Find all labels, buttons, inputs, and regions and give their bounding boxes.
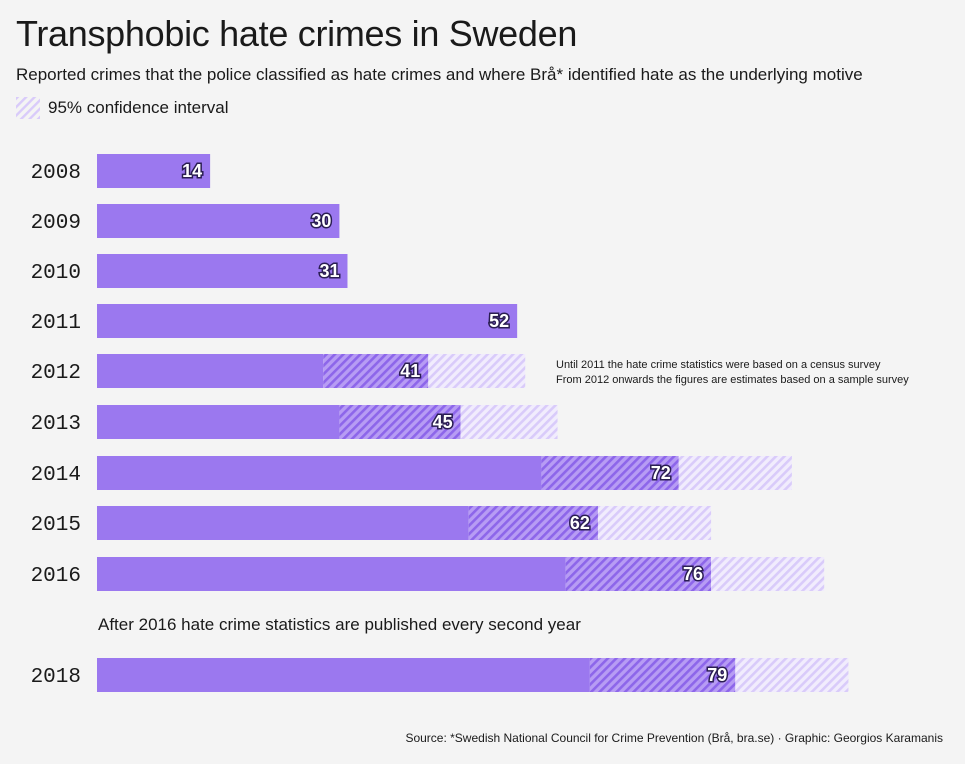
value-label-2016: 76 xyxy=(683,564,703,584)
bar-2013 xyxy=(97,405,340,439)
ci-lower-2012 xyxy=(323,354,429,388)
ci-legend-label: 95% confidence interval xyxy=(48,98,229,117)
method-note-line-2: From 2012 onwards the figures are estima… xyxy=(556,374,909,386)
ci-upper-2015 xyxy=(597,506,712,540)
chart-subtitle: Reported crimes that the police classifi… xyxy=(16,65,863,84)
bar-2015 xyxy=(97,506,469,540)
ci-lower-2018 xyxy=(589,658,736,692)
value-label-2018: 79 xyxy=(707,665,727,685)
bar-2010 xyxy=(97,254,348,288)
bar-2016 xyxy=(97,557,566,591)
legend: 95% confidence interval xyxy=(16,97,229,119)
bar-2018 xyxy=(97,658,590,692)
year-label-2010: 2010 xyxy=(31,262,81,285)
publication-break-note: After 2016 hate crime statistics are pub… xyxy=(98,615,581,634)
ci-upper-2016 xyxy=(711,557,825,591)
year-label-2014: 2014 xyxy=(31,464,81,487)
value-label-2008: 14 xyxy=(182,161,202,181)
bar-2009 xyxy=(97,204,340,238)
chart-title: Transphobic hate crimes in Sweden xyxy=(16,13,578,54)
value-label-2011: 52 xyxy=(489,311,509,331)
ci-lower-2014 xyxy=(541,456,679,490)
ci-lower-2015 xyxy=(468,506,598,540)
ci-upper-2012 xyxy=(428,354,526,388)
ci-legend-swatch xyxy=(16,97,40,119)
year-label-2016: 2016 xyxy=(31,565,81,588)
year-label-2009: 2009 xyxy=(31,212,81,235)
ci-lower-2016 xyxy=(565,557,712,591)
year-label-2013: 2013 xyxy=(31,413,81,436)
value-label-2015: 62 xyxy=(570,513,590,533)
year-label-2008: 2008 xyxy=(31,162,81,185)
value-label-2012: 41 xyxy=(400,361,420,381)
method-note: Until 2011 the hate crime statistics wer… xyxy=(556,358,909,388)
year-label-2015: 2015 xyxy=(31,514,81,537)
value-label-2009: 30 xyxy=(311,211,331,231)
year-label-2011: 2011 xyxy=(31,312,81,335)
bar-2012 xyxy=(97,354,324,388)
ci-lower-2013 xyxy=(339,405,461,439)
bar-2014 xyxy=(97,456,542,490)
bar-2011 xyxy=(97,304,518,338)
source-credit: Source: *Swedish National Council for Cr… xyxy=(405,731,943,745)
year-label-2018: 2018 xyxy=(31,666,81,689)
bar-2008 xyxy=(97,154,211,188)
value-label-2013: 45 xyxy=(433,412,453,432)
method-note-line-1: Until 2011 the hate crime statistics wer… xyxy=(556,359,881,371)
value-label-2014: 72 xyxy=(651,463,671,483)
ci-upper-2018 xyxy=(735,658,849,692)
value-label-2010: 31 xyxy=(319,261,339,281)
ci-upper-2013 xyxy=(460,405,558,439)
ci-upper-2014 xyxy=(678,456,792,490)
year-label-2012: 2012 xyxy=(31,362,81,385)
